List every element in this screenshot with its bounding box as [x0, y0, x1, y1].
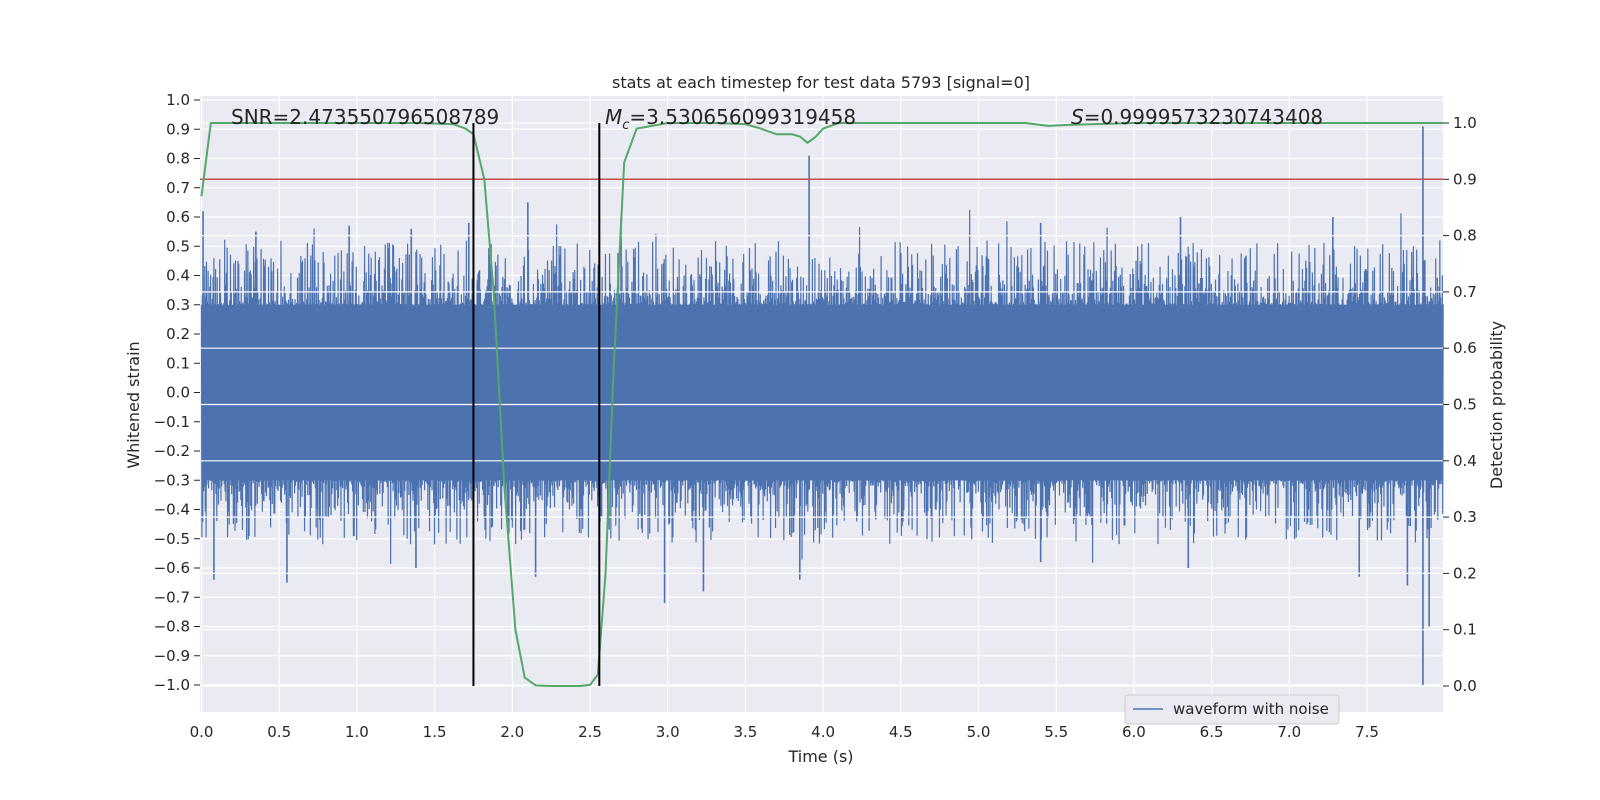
- legend-box: [1124, 694, 1340, 725]
- y-tick-label: −0.1: [154, 413, 190, 431]
- y-tick-label: 0.2: [166, 325, 190, 343]
- y-tick-label: 0.7: [166, 179, 190, 197]
- y2-tick-label: 0.6: [1453, 339, 1477, 357]
- x-tick-label: 2.0: [500, 723, 524, 741]
- waveform-trace: [200, 209, 1444, 564]
- y2-tick-label: 1.0: [1453, 114, 1477, 132]
- y-tick-label: −1.0: [154, 676, 190, 694]
- chirp-mass-value: =3.530656099319458: [629, 105, 856, 129]
- x-axis-label: Time (s): [787, 747, 853, 766]
- y2-tick-label: 0.5: [1453, 396, 1477, 414]
- x-tick-label: 6.0: [1122, 723, 1146, 741]
- score-symbol: S: [1071, 105, 1084, 129]
- y-tick-label: 0.9: [166, 120, 190, 138]
- y2-tick-label: 0.4: [1453, 452, 1477, 470]
- y-tick-label: 0.5: [166, 237, 190, 255]
- overlay-lines: [200, 122, 1444, 687]
- y2-tick-label: 0.8: [1453, 227, 1477, 245]
- x-tick-label: 3.5: [733, 723, 757, 741]
- y2-tick-label: 0.7: [1453, 283, 1477, 301]
- y-tick-label: −0.8: [154, 618, 190, 636]
- y2-axis-label: Detection probability: [1487, 321, 1506, 489]
- tick-labels: 0.0 0.5 1.0 1.5 2.0 2.5 3.0 3.5 4.0 4.5 5.0 5.5 6.0 6…: [154, 91, 1477, 741]
- y-tick-label: −0.5: [154, 530, 190, 548]
- y-tick-label: −0.6: [154, 559, 190, 577]
- y2-tick-label: 0.0: [1453, 677, 1477, 695]
- x-tick-label: 2.5: [578, 723, 602, 741]
- x-tick-label: 4.0: [811, 723, 835, 741]
- snr-annotation: SNR=2.473550796508789: [231, 105, 499, 129]
- chirp-mass-subscript: c: [622, 118, 629, 133]
- score-annotation: S=0.9999573230743408: [1071, 105, 1323, 129]
- y-tick-label: 0.6: [166, 208, 190, 226]
- x-tick-label: 1.0: [345, 723, 369, 741]
- y-tick-label: −0.3: [154, 471, 190, 489]
- y-tick-label: 0.8: [166, 150, 190, 168]
- y-tick-label: −0.7: [154, 588, 190, 606]
- y2-tick-label: 0.9: [1453, 170, 1477, 188]
- chart-title: stats at each timestep for test data 579…: [612, 73, 1030, 92]
- x-tick-label: 0.5: [267, 723, 291, 741]
- x-tick-label: 3.0: [656, 723, 680, 741]
- waveform-core: [201, 304, 1444, 481]
- x-tick-label: 5.5: [1044, 723, 1068, 741]
- y-tick-label: 1.0: [166, 91, 190, 109]
- y2-tick-label: 0.3: [1453, 508, 1477, 526]
- y-axis-label: Whitened strain: [124, 341, 143, 468]
- x-tick-label: 6.5: [1200, 723, 1224, 741]
- score-value: =0.9999573230743408: [1084, 105, 1323, 129]
- y-tick-label: 0.3: [166, 296, 190, 314]
- detection-probability-line: [200, 122, 1444, 687]
- x-tick-label: 4.5: [889, 723, 913, 741]
- legend: waveform with noise: [1124, 694, 1340, 725]
- x-tick-label: 7.5: [1355, 723, 1379, 741]
- y2-tick-label: 0.1: [1453, 621, 1477, 639]
- x-tick-label: 1.5: [423, 723, 447, 741]
- x-tick-label: 0.0: [190, 723, 214, 741]
- y-tick-label: −0.9: [154, 647, 190, 665]
- y-tick-label: 0.1: [166, 354, 190, 372]
- legend-label-waveform: waveform with noise: [1173, 700, 1329, 718]
- y-tick-label: 0.0: [166, 384, 190, 402]
- y-tick-label: −0.4: [154, 501, 190, 519]
- x-tick-label: 5.0: [967, 723, 991, 741]
- chirp-mass-symbol: M: [605, 105, 622, 129]
- waveform-series: [200, 126, 1444, 685]
- y-tick-label: 0.4: [166, 267, 190, 285]
- y-tick-label: −0.2: [154, 442, 190, 460]
- chirp-mass-annotation: Mc=3.530656099319458: [605, 105, 856, 133]
- y2-tick-label: 0.2: [1453, 564, 1477, 582]
- x-tick-label: 7.0: [1277, 723, 1301, 741]
